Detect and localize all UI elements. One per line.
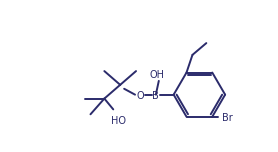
Text: Br: Br <box>222 113 233 123</box>
Text: HO: HO <box>111 116 126 126</box>
Text: OH: OH <box>149 70 164 80</box>
Text: B: B <box>152 91 159 101</box>
Text: O: O <box>136 91 144 101</box>
